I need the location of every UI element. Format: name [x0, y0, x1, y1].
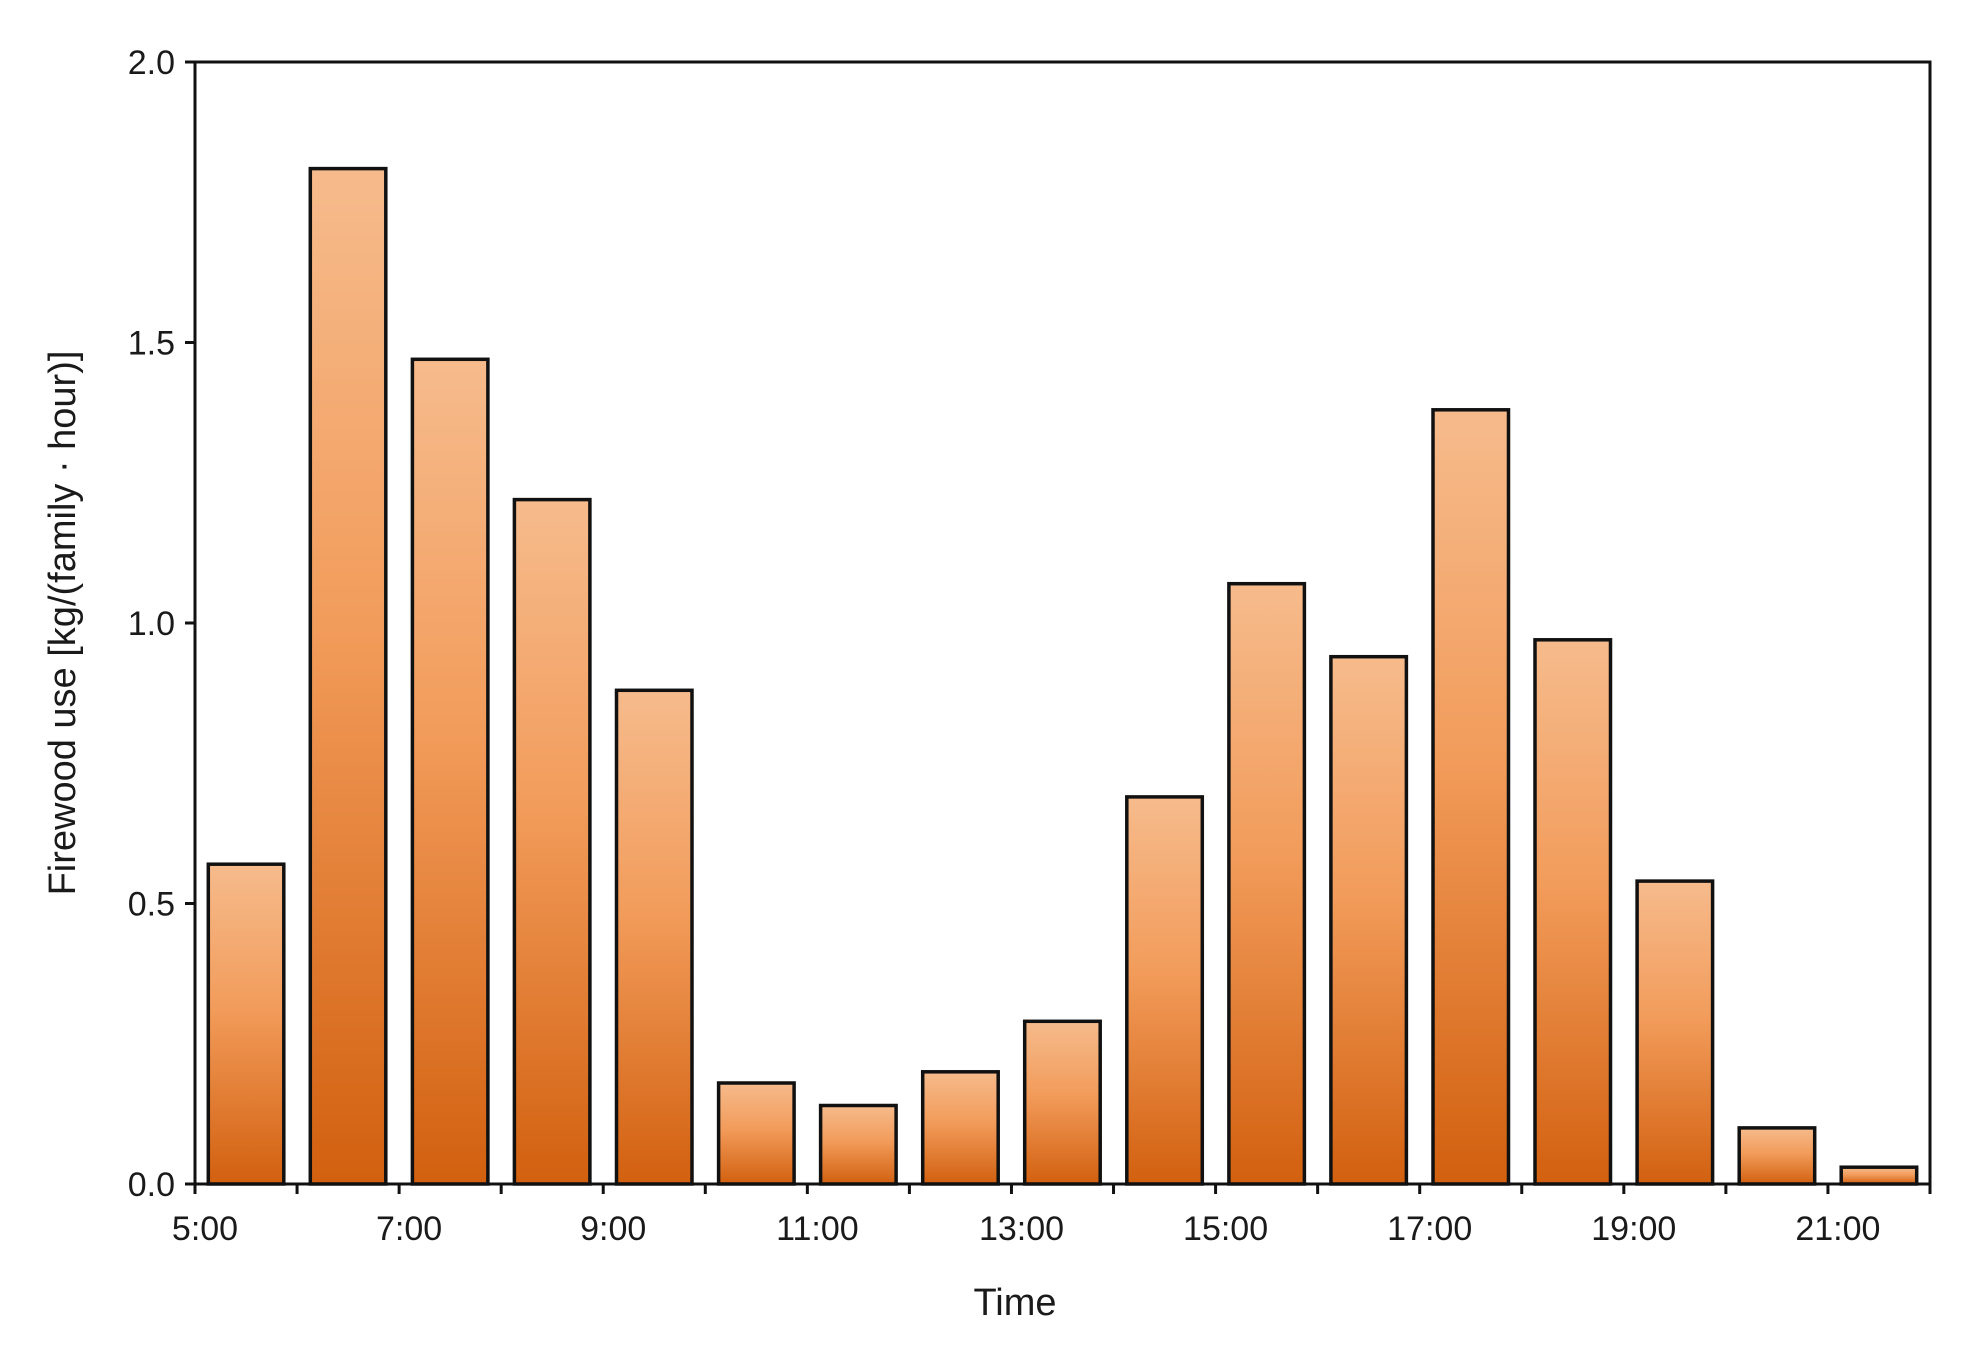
bar-2000: [1737, 1126, 1817, 1186]
bar-2100: [1839, 1165, 1919, 1186]
bar-1800: [1533, 638, 1613, 1186]
x-tick-label: 9:00: [580, 1210, 646, 1248]
x-tick-label: 7:00: [376, 1210, 442, 1248]
y-axis-title: Firewood use [kg/(family · hour)]: [42, 351, 84, 896]
x-axis-title: Time: [973, 1282, 1056, 1324]
bars-group: [206, 166, 1919, 1186]
bar-1600: [1329, 654, 1409, 1186]
bar-1700: [1431, 408, 1511, 1186]
bar-1900: [1635, 879, 1715, 1186]
bar-500: [206, 862, 286, 1186]
bar-700: [410, 357, 490, 1186]
y-tick-label: 0.0: [128, 1166, 175, 1204]
y-tick-label: 1.5: [128, 325, 175, 363]
bar-800: [512, 497, 592, 1186]
x-tick-label: 15:00: [1183, 1210, 1268, 1248]
bar-1500: [1227, 581, 1307, 1186]
bar-1300: [1022, 1019, 1102, 1186]
y-tick-label: 1.0: [128, 605, 175, 643]
bar-1200: [920, 1070, 1000, 1186]
x-tick-label: 13:00: [979, 1210, 1064, 1248]
bar-900: [614, 688, 694, 1186]
x-tick-label: 21:00: [1795, 1210, 1880, 1248]
bar-1000: [716, 1081, 796, 1186]
y-tick-label: 0.5: [128, 886, 175, 924]
x-tick-label: 11:00: [776, 1210, 859, 1248]
x-axis: 5:00 7:00 9:00 11:00 13:00 15:00 17:00 19:00 21:…: [172, 1184, 1932, 1248]
bar-600: [308, 166, 388, 1186]
x-tick-label: 17:00: [1387, 1210, 1472, 1248]
bar-1400: [1125, 795, 1205, 1186]
x-tick-label: 19:00: [1591, 1210, 1676, 1248]
y-axis: 0.0 0.5 1.0 1.5 2.0: [128, 44, 195, 1204]
bar-1100: [818, 1103, 898, 1186]
y-tick-label: 2.0: [128, 44, 175, 82]
x-tick-label: 5:00: [172, 1210, 238, 1248]
